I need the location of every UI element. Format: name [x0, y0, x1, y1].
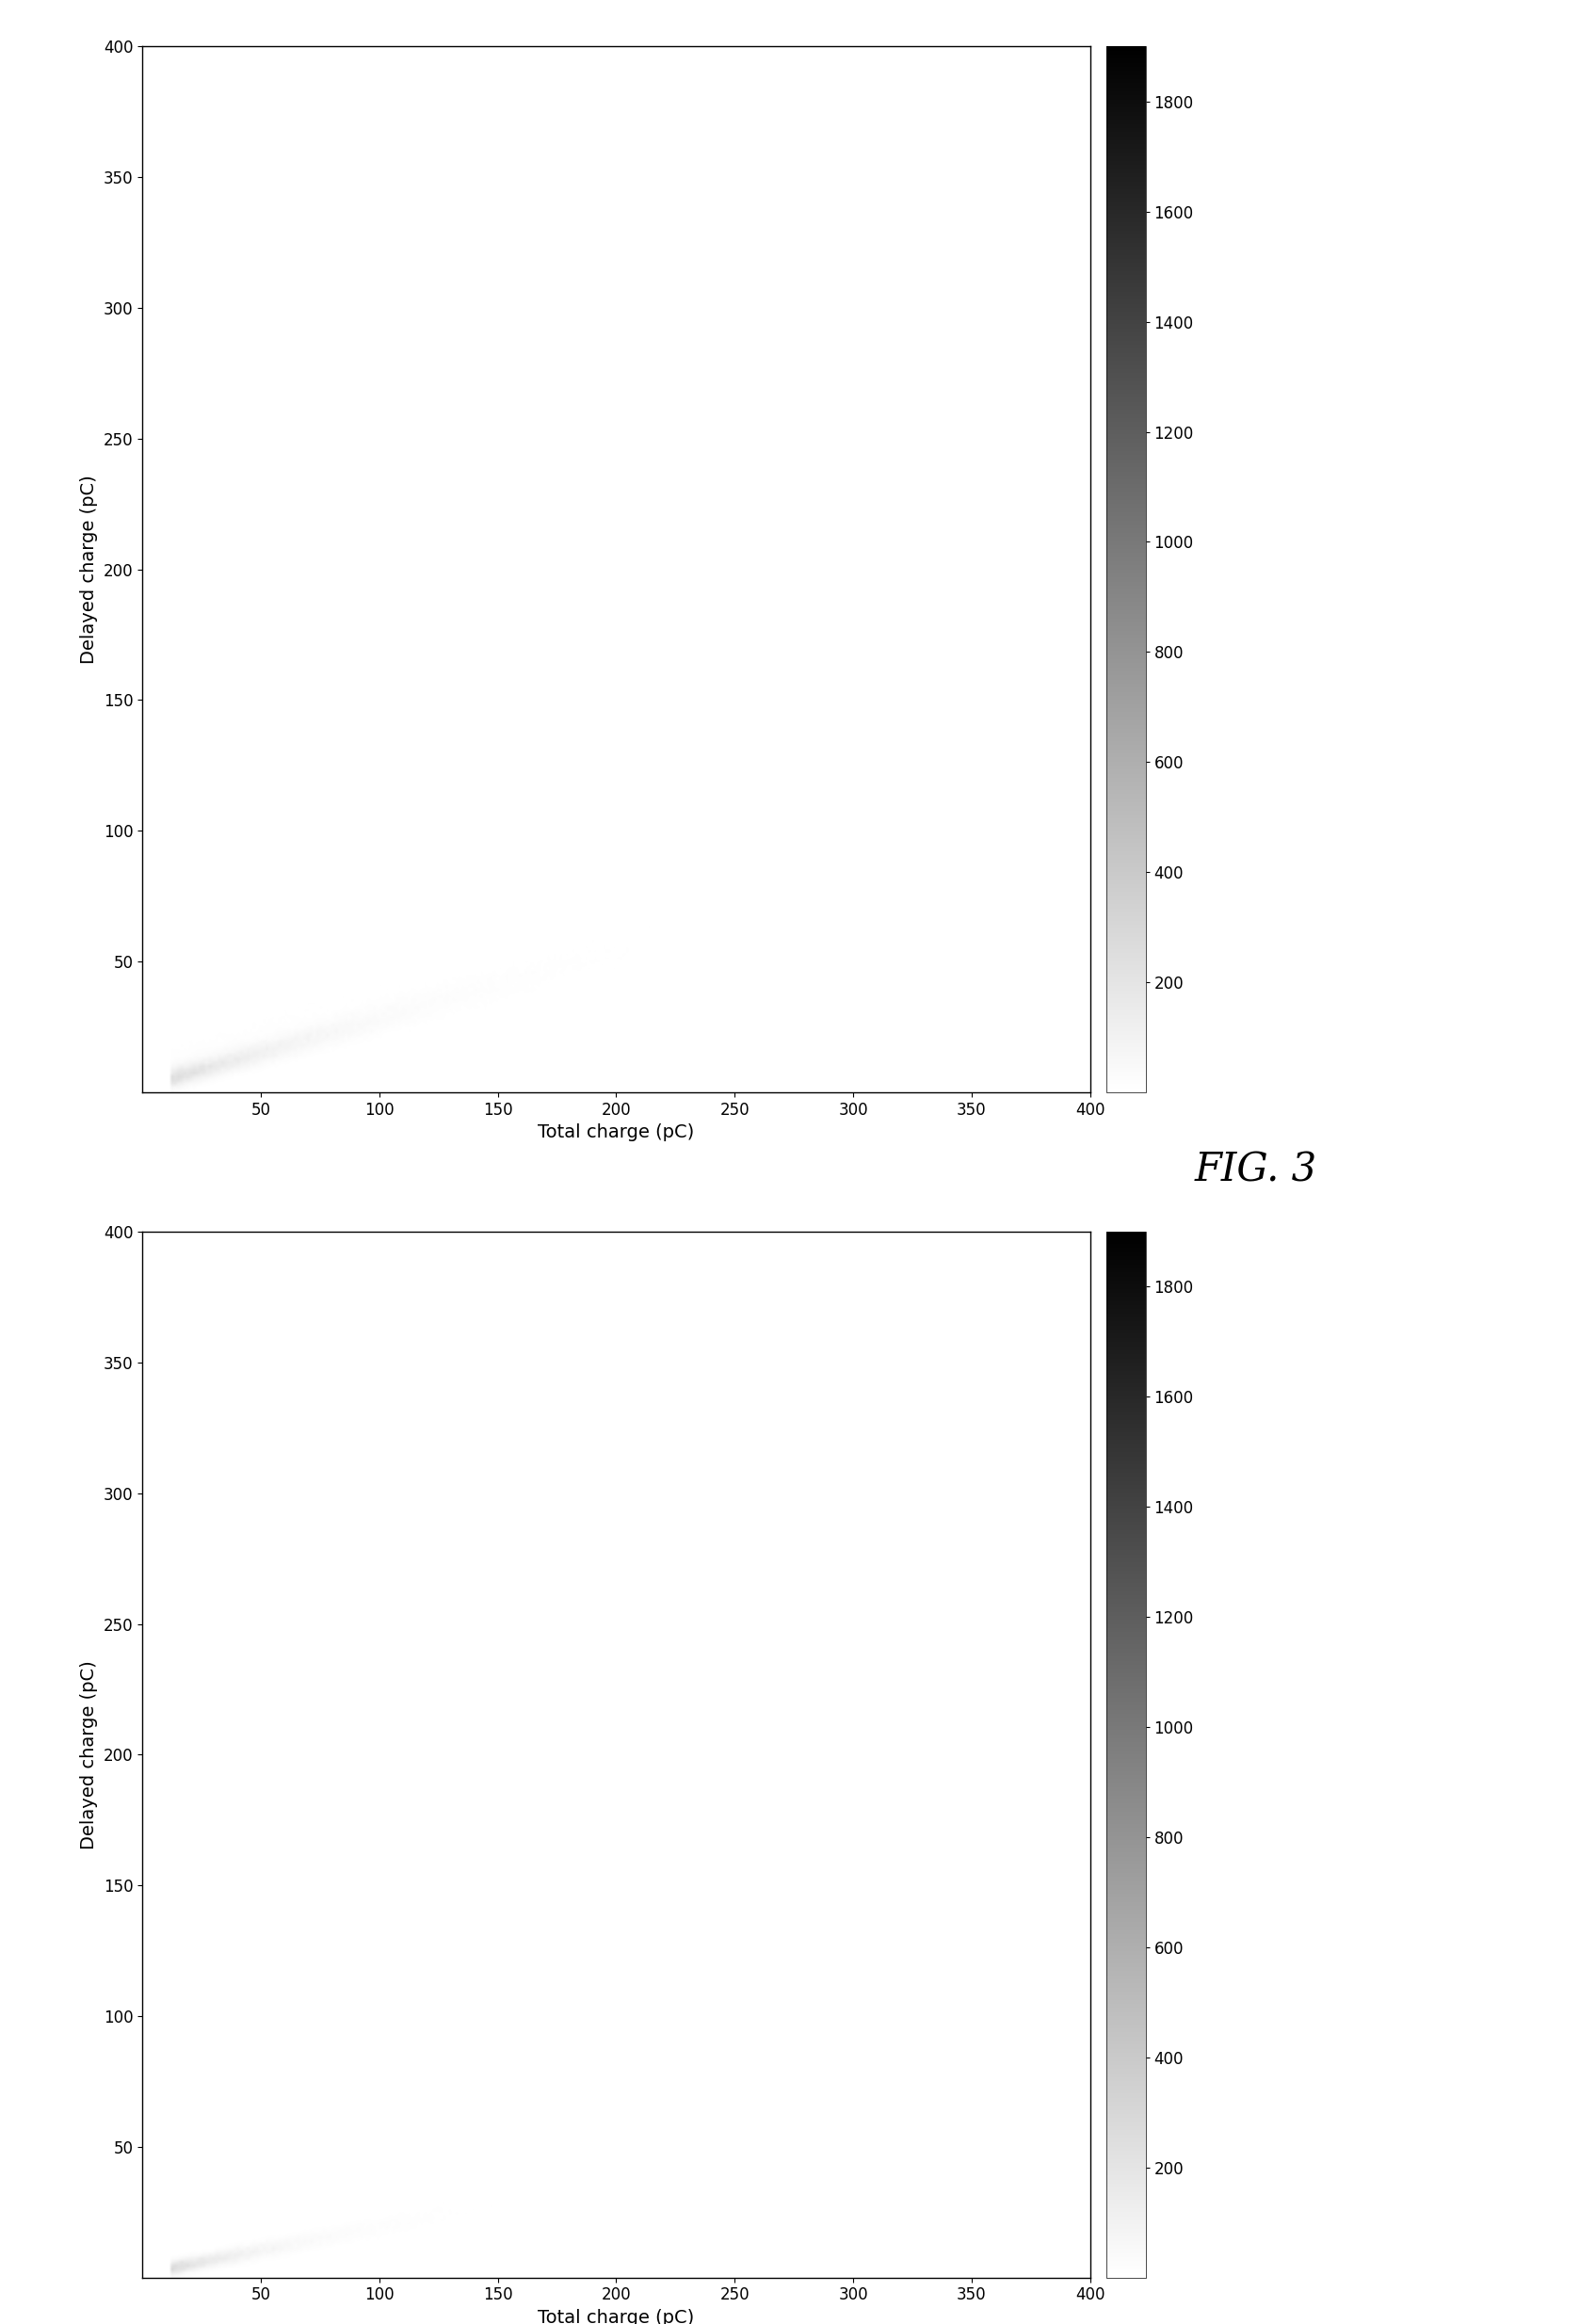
- Y-axis label: Delayed charge (pC): Delayed charge (pC): [81, 1659, 98, 1850]
- Text: FIG. 3: FIG. 3: [1194, 1150, 1318, 1190]
- Y-axis label: Delayed charge (pC): Delayed charge (pC): [81, 474, 98, 665]
- X-axis label: Total charge (pC): Total charge (pC): [537, 2308, 695, 2324]
- X-axis label: Total charge (pC): Total charge (pC): [537, 1122, 695, 1141]
